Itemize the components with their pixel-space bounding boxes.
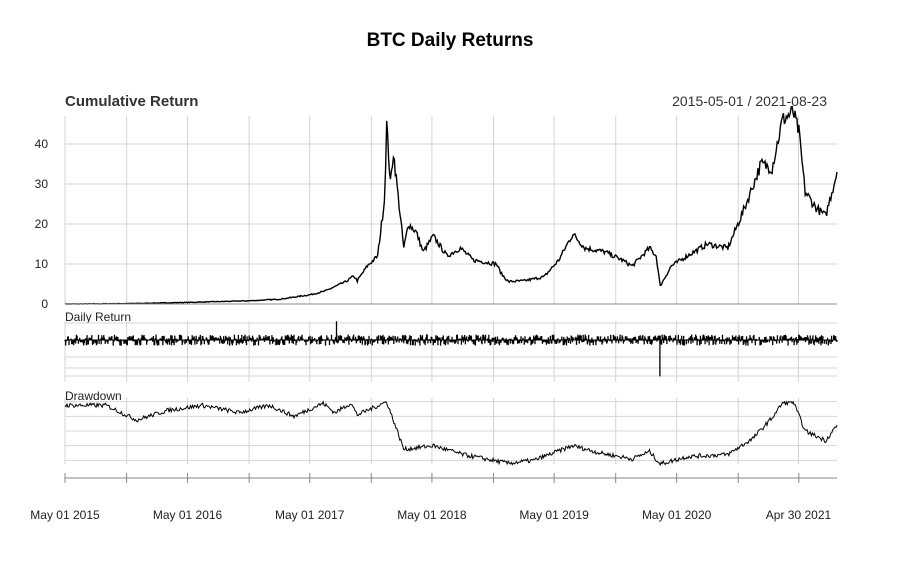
daily-return-panel-title: Daily Return bbox=[65, 310, 131, 324]
axes-layer: May 01 2015 May 01 2016 May 01 2017 May 01 … bbox=[30, 137, 837, 522]
chart-title: BTC Daily Returns bbox=[367, 30, 534, 51]
x-tick-label: May 01 2020 bbox=[642, 508, 712, 522]
y-tick-label: 0 bbox=[41, 297, 48, 311]
x-tick-label: May 01 2019 bbox=[519, 508, 589, 522]
y-tick-label: 20 bbox=[35, 217, 49, 231]
x-tick-label: May 01 2017 bbox=[275, 508, 345, 522]
drawdown-panel-title: Drawdown bbox=[65, 389, 122, 403]
x-tick-label: May 01 2016 bbox=[153, 508, 223, 522]
grid-layer bbox=[64, 116, 837, 464]
x-tick-label: May 01 2018 bbox=[397, 508, 467, 522]
y-tick-label: 30 bbox=[35, 177, 49, 191]
cumulative-return-line bbox=[64, 105, 838, 305]
drawdown-line bbox=[64, 400, 838, 467]
cumulative-panel-title: Cumulative Return bbox=[65, 93, 198, 110]
daily-return-bars bbox=[64, 321, 838, 377]
y-tick-label: 40 bbox=[35, 137, 49, 151]
x-tick-label: May 01 2015 bbox=[30, 508, 100, 522]
date-range-label: 2015-05-01 / 2021-08-23 bbox=[672, 93, 827, 109]
series-layer bbox=[64, 105, 838, 467]
x-tick-label: Apr 30 2021 bbox=[766, 508, 832, 522]
y-tick-label: 10 bbox=[35, 257, 49, 271]
